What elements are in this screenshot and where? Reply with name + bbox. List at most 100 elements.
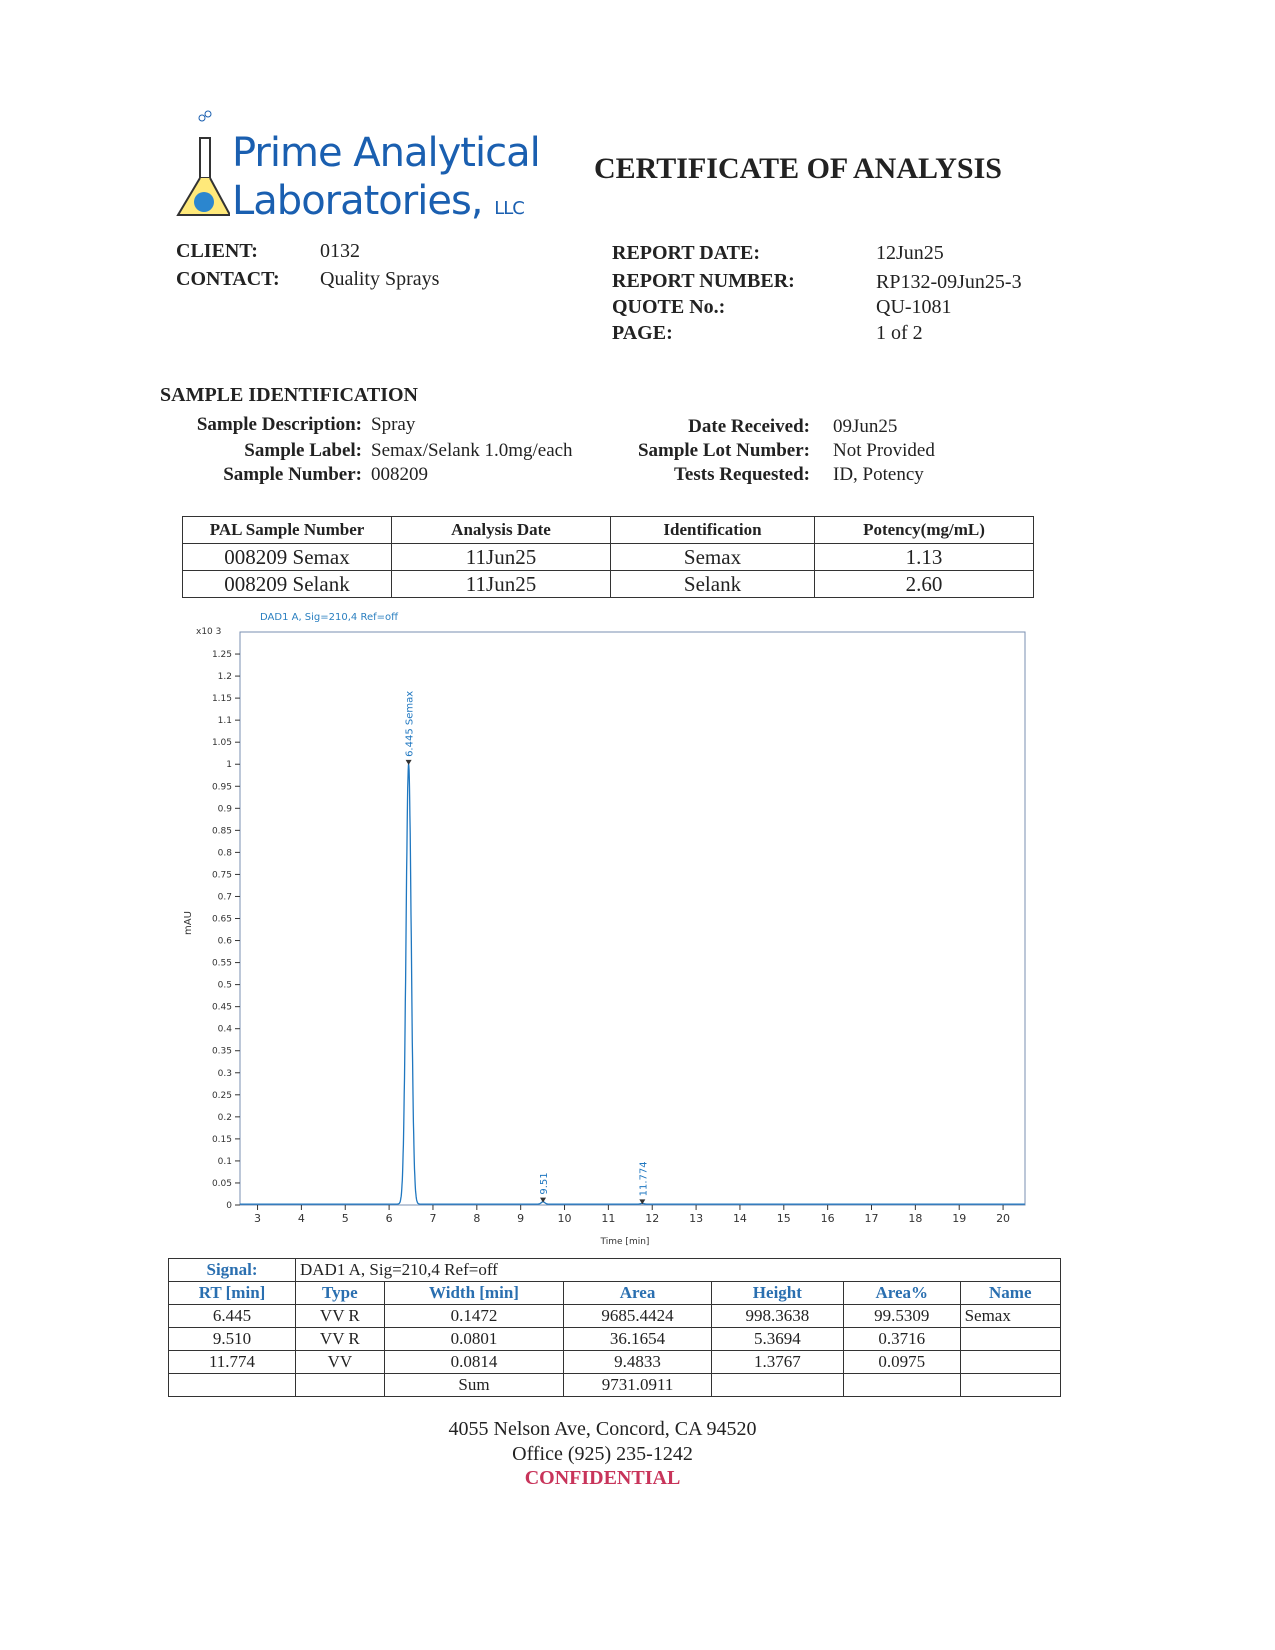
logo: Prime Analytical Laboratories, LLC	[170, 110, 541, 225]
y-tick-label: 0.95	[212, 782, 232, 792]
cell: Semax	[610, 543, 815, 571]
cell: VV R	[295, 1327, 385, 1351]
cell	[710, 1373, 844, 1397]
y-tick-label: 0.05	[212, 1179, 232, 1189]
cell: 11Jun25	[391, 543, 611, 571]
cell: 1.3767	[710, 1350, 844, 1374]
cell: 11.774	[168, 1350, 296, 1374]
y-tick-label: 0.6	[218, 937, 233, 947]
column-header: Area	[563, 1281, 712, 1305]
page-label: PAGE:	[612, 322, 673, 344]
signal-value: DAD1 A, Sig=210,4 Ref=off	[295, 1258, 1061, 1282]
sample-number: 008209	[371, 464, 428, 485]
column-header: Area%	[842, 1281, 961, 1305]
table-row: 9.510 VV R 0.0801 36.1654 5.3694 0.3716	[168, 1327, 1062, 1351]
sample-label-label: Sample Label:	[244, 440, 362, 461]
x-tick-label: 8	[473, 1212, 480, 1225]
column-header: RT [min]	[168, 1281, 296, 1305]
client-label: CLIENT:	[176, 240, 258, 262]
cell	[842, 1373, 961, 1397]
date-received: 09Jun25	[833, 416, 898, 437]
cell: 2.60	[814, 570, 1034, 598]
x-tick-label: 14	[733, 1212, 747, 1225]
cell: VV	[295, 1350, 385, 1374]
cell: 1.13	[814, 543, 1034, 571]
peak-label: 6.445 Semax	[405, 691, 416, 757]
cell: 0.1472	[383, 1304, 565, 1328]
peak-marker	[405, 759, 412, 765]
x-tick-label: 19	[952, 1212, 966, 1225]
y-tick-label: 0.15	[212, 1135, 232, 1145]
table-row: 008209 Semax 11Jun25 Semax 1.13	[182, 543, 1034, 571]
y-tick-label: 0.3	[218, 1069, 232, 1079]
report-date: 12Jun25	[876, 242, 944, 264]
x-tick-label: 6	[386, 1212, 393, 1225]
page-title: CERTIFICATE OF ANALYSIS	[594, 152, 1002, 185]
cell: 008209 Semax	[182, 543, 392, 571]
y-tick-label: 0.75	[212, 870, 232, 880]
chromatogram-trace	[240, 764, 1025, 1205]
cell: 9731.0911	[563, 1373, 712, 1397]
column-header: Analysis Date	[391, 516, 611, 544]
y-tick-label: 1.05	[212, 738, 232, 748]
table-row: Sum 9731.0911	[168, 1373, 1062, 1397]
y-tick-label: 1	[226, 760, 232, 770]
y-tick-label: 0	[226, 1201, 232, 1211]
cell	[959, 1327, 1062, 1351]
quote-number: QU-1081	[876, 296, 952, 318]
cell: Selank	[610, 570, 815, 598]
table-row: 6.445 VV R 0.1472 9685.4424 998.3638 99.5309 S…	[168, 1304, 1062, 1328]
date-received-label: Date Received:	[688, 416, 810, 437]
column-header: Type	[295, 1281, 385, 1305]
confidential-label: CONFIDENTIAL	[524, 1467, 681, 1489]
column-header: Identification	[610, 516, 815, 544]
logo-text: Laboratories,	[232, 178, 483, 224]
cell	[295, 1373, 385, 1397]
cell: Sum	[383, 1373, 565, 1397]
y-axis-label: mAU	[183, 911, 194, 935]
y-tick-label: 0.45	[212, 1003, 232, 1013]
x-tick-label: 12	[645, 1212, 659, 1225]
contact-label: CONTACT:	[176, 268, 280, 290]
cell: 998.3638	[710, 1304, 844, 1328]
table-row: 11.774 VV 0.0814 9.4833 1.3767 0.0975	[168, 1350, 1062, 1374]
y-tick-label: 0.4	[218, 1025, 233, 1035]
y-tick-label: 0.35	[212, 1047, 232, 1057]
cell: 9.510	[168, 1327, 296, 1351]
cell: 0.3716	[842, 1327, 961, 1351]
footer-address: 4055 Nelson Ave, Concord, CA 94520	[448, 1418, 757, 1440]
y-tick-label: 0.55	[212, 959, 232, 969]
cell: 9.4833	[563, 1350, 712, 1374]
y-multiplier: x10 3	[196, 627, 221, 637]
cell: 008209 Selank	[182, 570, 392, 598]
page-number: 1 of 2	[876, 322, 923, 344]
column-header: Width [min]	[383, 1281, 565, 1305]
chart-title: DAD1 A, Sig=210,4 Ref=off	[260, 612, 399, 623]
x-tick-label: 5	[342, 1212, 349, 1225]
x-tick-label: 11	[601, 1212, 615, 1225]
signal-label: Signal:	[168, 1258, 296, 1282]
flask-icon	[176, 110, 232, 216]
x-tick-label: 4	[298, 1212, 305, 1225]
report-number-label: REPORT NUMBER:	[612, 270, 795, 292]
y-tick-label: 0.8	[218, 848, 233, 858]
x-tick-label: 20	[996, 1212, 1010, 1225]
lot-number: Not Provided	[833, 440, 935, 461]
x-tick-label: 9	[517, 1212, 524, 1225]
logo-line1: Prime Analytical	[232, 130, 541, 176]
tests-requested-label: Tests Requested:	[674, 464, 810, 485]
cell: 5.3694	[710, 1327, 844, 1351]
cell: 0.0975	[842, 1350, 961, 1374]
x-tick-label: 10	[558, 1212, 572, 1225]
sample-description-label: Sample Description:	[196, 414, 362, 435]
cell: 6.445	[168, 1304, 296, 1328]
cell: 9685.4424	[563, 1304, 712, 1328]
y-tick-label: 0.1	[218, 1157, 232, 1167]
y-tick-label: 0.5	[218, 981, 232, 991]
y-tick-label: 0.2	[218, 1113, 232, 1123]
sample-label: Semax/Selank 1.0mg/each	[371, 440, 573, 461]
report-number: RP132-09Jun25-3	[876, 271, 1022, 293]
y-tick-label: 0.7	[218, 892, 232, 902]
x-tick-label: 7	[429, 1212, 436, 1225]
client-value: 0132	[320, 240, 360, 262]
